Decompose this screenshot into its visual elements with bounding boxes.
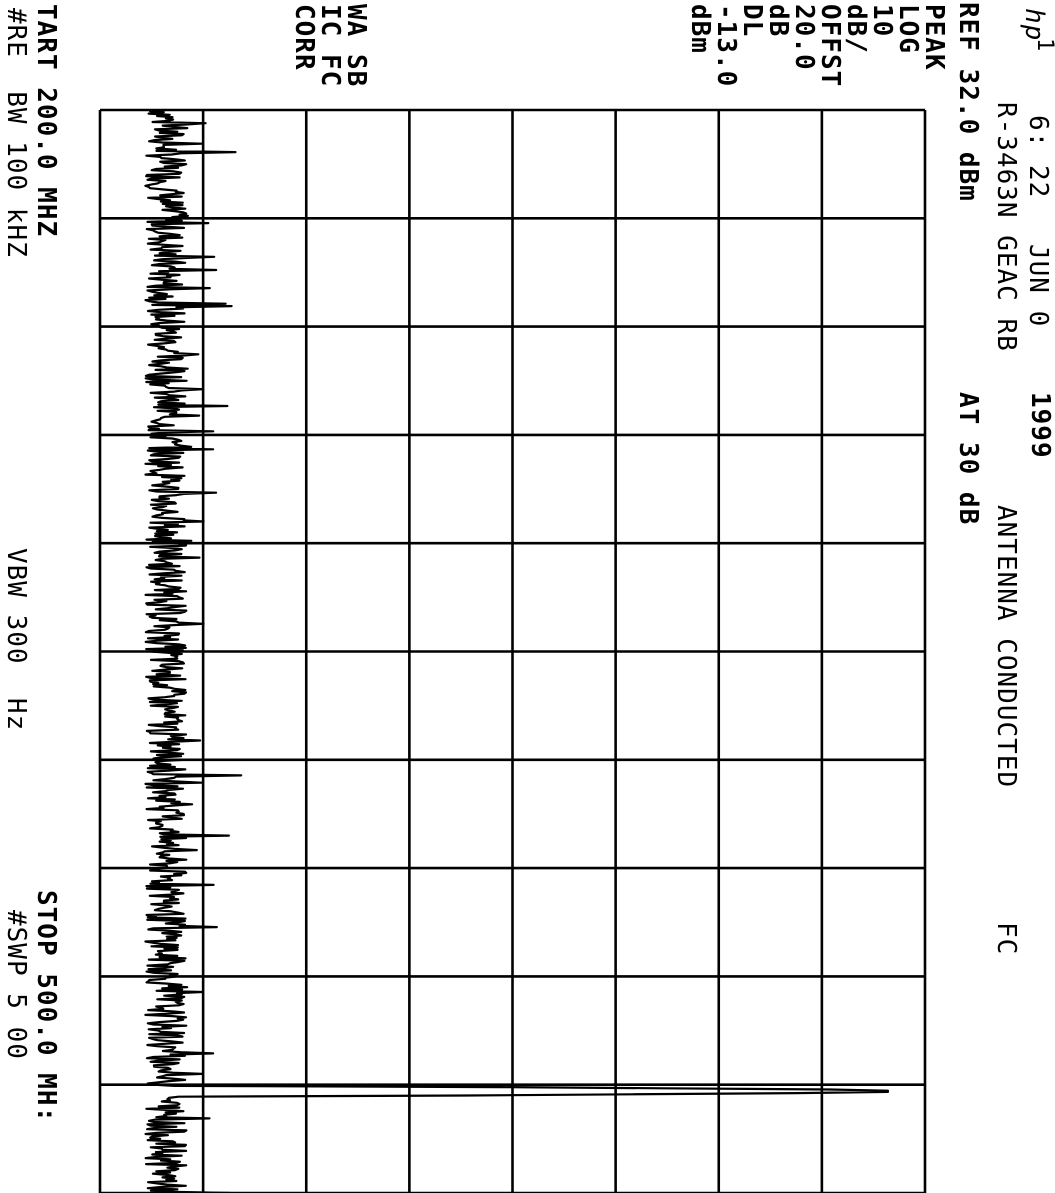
- video-bandwidth: VBW 300 Hz: [1, 548, 31, 732]
- spectrum-trace: [144, 108, 889, 1193]
- sweep-time: #SWP 5 00: [1, 910, 31, 1060]
- resolution-bandwidth: #RE BW 100 kHZ: [1, 8, 31, 258]
- start-frequency: TART 200.0 MHZ: [31, 4, 61, 238]
- stop-frequency: STOP 500.0 MH:: [31, 890, 61, 1124]
- graticule: [98, 108, 927, 1193]
